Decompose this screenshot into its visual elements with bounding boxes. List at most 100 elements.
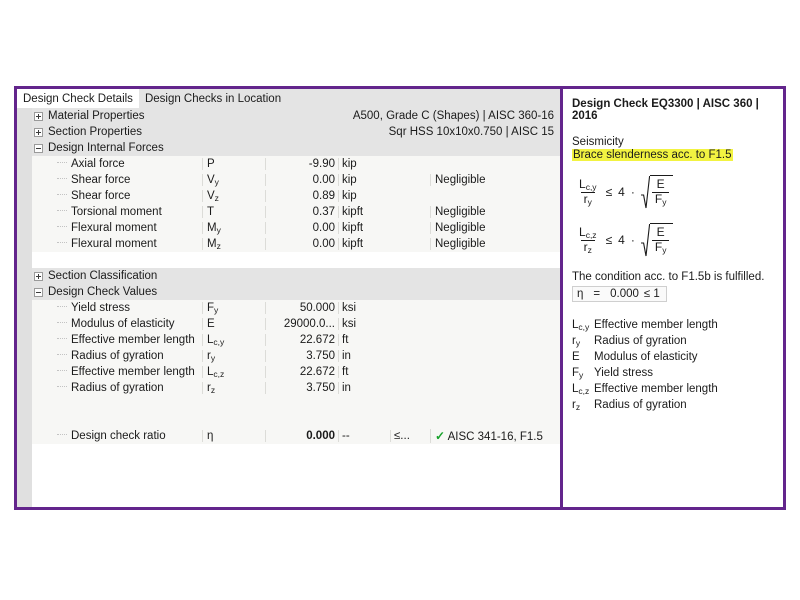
row-symbol: Lc,y [202,334,265,347]
row-label: Flexural moment [32,238,202,250]
ratio-lcy-ry: Lc,y ry [576,176,600,207]
row-value: 0.00 [265,174,338,186]
square-root: E Fy [640,223,674,257]
condition-text: The condition acc. to F1.5b is fulfilled… [572,271,765,283]
tree-group-section-classification[interactable]: Section Classification [32,268,560,284]
list-item: Fy Yield stress [572,366,773,380]
multiplication-dot: · [630,185,635,199]
row-value: 0.89 [265,190,338,202]
table-row[interactable]: Radius of gyration ry 3.750 in [32,348,560,364]
numerator: Lc,z [579,224,597,240]
tree-group-material-properties[interactable]: Material Properties A500, Grade C (Shape… [32,108,560,124]
group-label: Section Classification [48,270,158,282]
row-label: Torsional moment [32,206,202,218]
legend-symbol: Fy [572,367,584,380]
formula-slenderness-y: Lc,y ry ≤ 4 · E Fy [576,175,773,209]
seismicity-label: Seismicity [572,136,624,148]
spacer-row [32,252,560,268]
row-symbol: Lc,z [202,366,265,379]
multiplication-dot: · [630,233,635,247]
check-icon: ✓ [435,429,446,443]
table-row[interactable]: Flexural moment Mz 0.00 kipft Negligible [32,236,560,252]
tab-design-checks-in-location[interactable]: Design Checks in Location [138,89,288,108]
list-item: E Modulus of elasticity [572,350,773,364]
row-value: 29000.0... [265,318,338,330]
eta-symbol: η [577,288,584,300]
tree-group-design-internal-forces[interactable]: Design Internal Forces [32,140,560,156]
row-unit: ksi [338,302,390,314]
radicand: E Fy [649,223,674,257]
tree-group-section-properties[interactable]: Section Properties Sqr HSS 10x10x0.750 |… [32,124,560,140]
tab-bar-filler [287,89,560,108]
row-value: 0.00 [265,222,338,234]
spacer-row [32,412,560,428]
spacer-row [32,396,560,412]
expand-icon[interactable] [34,271,43,281]
row-label: Effective member length [32,366,202,378]
row-symbol: Mz [202,238,265,251]
group-label: Section Properties [48,126,142,138]
row-value: 3.750 [265,382,338,394]
row-note: Negligible [430,222,560,234]
row-unit: ft [338,366,390,378]
table-row[interactable]: Shear force Vy 0.00 kip Negligible [32,172,560,188]
row-unit: kipft [338,206,390,218]
table-row[interactable]: Yield stress Fy 50.000 ksi [32,300,560,316]
row-value: 0.000 [265,430,338,442]
highlighted-criterion: Brace slenderness acc. to F1.5 [572,149,773,161]
property-tree: Material Properties A500, Grade C (Shape… [32,108,560,507]
equals-sign: = [593,288,601,300]
row-symbol: Vz [202,190,265,203]
row-label: Radius of gyration [32,382,202,394]
row-label: Yield stress [32,302,202,314]
radical-sign-icon [640,223,650,257]
row-value: 3.750 [265,350,338,362]
row-unit: kip [338,174,390,186]
row-label: Shear force [32,174,202,186]
expand-icon[interactable] [34,111,43,121]
row-symbol: P [202,158,265,170]
row-value: 22.672 [265,366,338,378]
row-symbol: Fy [202,302,265,315]
table-row[interactable]: Flexural moment My 0.00 kipft Negligible [32,220,560,236]
row-symbol: Vy [202,174,265,187]
table-row[interactable]: Shear force Vz 0.89 kip [32,188,560,204]
row-symbol: rz [202,382,265,395]
row-limit: ≤... [390,430,430,442]
table-row[interactable]: Effective member length Lc,z 22.672 ft [32,364,560,380]
row-label: Radius of gyration [32,350,202,362]
tab-label: Design Checks in Location [144,92,282,105]
expand-icon[interactable] [34,127,43,137]
design-check-ratio-row[interactable]: Design check ratio η 0.000 -- ≤... ✓ AIS… [32,428,560,444]
legend-description: Radius of gyration [594,335,687,347]
row-label: Axial force [32,158,202,170]
group-label: Design Check Values [48,286,158,298]
row-value: 22.672 [265,334,338,346]
table-row[interactable]: Radius of gyration rz 3.750 in [32,380,560,396]
eta-value: 0.000 [610,288,639,300]
table-row[interactable]: Torsional moment T 0.37 kipft Negligible [32,204,560,220]
table-row[interactable]: Effective member length Lc,y 22.672 ft [32,332,560,348]
table-row[interactable]: Modulus of elasticity E 29000.0... ksi [32,316,560,332]
eta-relation: ≤ 1 [643,288,660,300]
legend-description: Yield stress [594,367,654,379]
row-symbol: E [202,318,265,330]
list-item: Lc,y Effective member length [572,318,773,332]
tab-design-check-details[interactable]: Design Check Details [17,89,139,108]
collapse-icon[interactable] [34,143,43,153]
group-value: Sqr HSS 10x10x0.750 | AISC 15 [388,126,554,138]
numerator: Lc,y [579,176,597,192]
row-symbol: T [202,206,265,218]
tree-group-design-check-values[interactable]: Design Check Values [32,284,560,300]
row-unit: ft [338,334,390,346]
legend-description: Modulus of elasticity [594,351,698,363]
denominator: ry [580,191,595,206]
legend-symbol: rz [572,399,581,412]
table-row[interactable]: Axial force P -9.90 kip [32,156,560,172]
row-label: Shear force [32,190,202,202]
row-symbol: My [202,222,265,235]
denominator: rz [580,239,595,254]
list-item: rz Radius of gyration [572,398,773,412]
collapse-icon[interactable] [34,287,43,297]
legend-description: Radius of gyration [594,399,687,411]
